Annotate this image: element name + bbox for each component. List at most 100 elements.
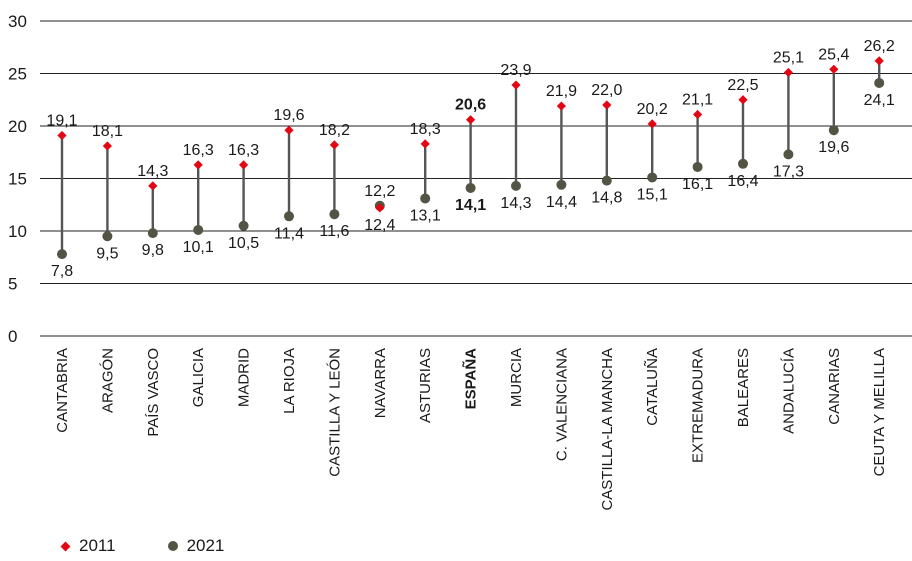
category-label-baleares: BALEARES bbox=[735, 348, 752, 427]
legend-2021-dot-icon bbox=[167, 541, 178, 551]
label-2011-arag-n: 18,1 bbox=[92, 123, 123, 140]
point-2021-murcia bbox=[511, 180, 521, 191]
point-2021-la-rioja bbox=[284, 211, 294, 222]
point-2011-catalu-a bbox=[647, 119, 657, 129]
label-2021-murcia: 14,3 bbox=[500, 195, 531, 212]
label-2011-pa-s-vasco: 14,3 bbox=[137, 163, 168, 180]
point-2021-cantabria bbox=[57, 249, 67, 260]
label-2021-asturias: 13,1 bbox=[410, 207, 441, 224]
point-2021-castilla-y-le-n bbox=[329, 209, 340, 220]
y-tick-label-20: 20 bbox=[8, 117, 27, 136]
category-label-c-valenciana: C. VALENCIANA bbox=[553, 348, 570, 461]
point-2021-madrid bbox=[238, 220, 249, 231]
label-2011-ceuta-y-melilla: 26,2 bbox=[864, 38, 895, 55]
category-label-galicia: GALICIA bbox=[190, 348, 207, 407]
label-2011-canarias: 25,4 bbox=[818, 46, 849, 63]
label-2011-madrid: 16,3 bbox=[228, 142, 259, 159]
point-2021-extremadura bbox=[692, 161, 703, 172]
category-label-espa-a: ESPAÑA bbox=[462, 348, 480, 410]
category-label-cantabria: CANTABRIA bbox=[54, 348, 71, 433]
category-label-andaluc-a: ANDALUCÍA bbox=[780, 348, 797, 434]
point-2021-pa-s-vasco bbox=[147, 228, 158, 239]
legend: 2011 2021 bbox=[60, 536, 276, 556]
point-2011-castilla-la-mancha bbox=[602, 100, 612, 110]
category-label-asturias: ASTURIAS bbox=[417, 348, 434, 423]
point-2021-andaluc-a bbox=[783, 149, 794, 160]
point-2011-asturias bbox=[420, 139, 430, 149]
point-2011-madrid bbox=[239, 160, 249, 170]
label-2021-catalu-a: 15,1 bbox=[637, 186, 668, 203]
legend-label-2021: 2021 bbox=[186, 536, 225, 555]
point-2021-c-valenciana bbox=[556, 179, 567, 190]
value-labels: 19,1 7,8 18,1 9,5 14,3 9,8 16,3 10,1 16,3 10,5 19,… bbox=[46, 38, 894, 280]
category-label-ceuta-y-melilla: CEUTA Y MELILLA bbox=[871, 348, 888, 476]
label-2011-catalu-a: 20,2 bbox=[637, 101, 668, 118]
point-2021-arag-n bbox=[102, 231, 113, 242]
category-label-la-rioja: LA RIOJA bbox=[281, 348, 298, 414]
label-2011-navarra: 12,2 bbox=[364, 183, 395, 200]
connectors bbox=[60, 60, 881, 255]
label-2021-cantabria: 7,8 bbox=[51, 263, 73, 280]
label-2021-andaluc-a: 17,3 bbox=[773, 163, 804, 180]
legend-item-2011: 2011 bbox=[60, 536, 116, 556]
point-2021-canarias bbox=[828, 125, 839, 136]
category-label-extremadura: EXTREMADURA bbox=[690, 348, 707, 463]
category-label-arag-n: ARAGÓN bbox=[99, 348, 116, 413]
point-2021-asturias bbox=[420, 193, 431, 204]
label-2021-la-rioja: 11,4 bbox=[274, 225, 304, 242]
point-2011-andaluc-a bbox=[783, 67, 793, 78]
point-2011-extremadura bbox=[693, 109, 703, 120]
label-2021-espa-a: 14,1 bbox=[455, 197, 486, 214]
point-2021-catalu-a bbox=[647, 172, 658, 183]
y-tick-label-25: 25 bbox=[8, 65, 27, 84]
label-2011-extremadura: 21,1 bbox=[682, 91, 713, 108]
y-tick-label-0: 0 bbox=[8, 327, 17, 346]
point-2011-la-rioja bbox=[284, 125, 294, 135]
category-label-canarias: CANARIAS bbox=[826, 348, 843, 425]
point-2011-murcia bbox=[511, 80, 521, 90]
y-tick-label-15: 15 bbox=[8, 170, 27, 189]
point-2011-navarra bbox=[375, 203, 385, 213]
label-2011-asturias: 18,3 bbox=[410, 121, 441, 138]
point-2021-baleares bbox=[738, 158, 748, 169]
label-2021-pa-s-vasco: 9,8 bbox=[142, 242, 164, 259]
legend-2011-diamond-icon bbox=[60, 541, 71, 551]
label-2021-madrid: 10,5 bbox=[228, 235, 259, 252]
markers bbox=[57, 56, 885, 260]
point-2011-ceuta-y-melilla bbox=[874, 56, 884, 66]
category-label-pa-s-vasco: PAÍS VASCO bbox=[145, 348, 162, 437]
y-tick-label-5: 5 bbox=[8, 275, 17, 294]
label-2011-castilla-y-le-n: 18,2 bbox=[319, 122, 350, 139]
label-2011-espa-a: 20,6 bbox=[455, 97, 486, 114]
label-2021-c-valenciana: 14,4 bbox=[546, 194, 577, 211]
point-2011-c-valenciana bbox=[556, 101, 566, 111]
point-2021-ceuta-y-melilla bbox=[874, 77, 885, 88]
y-tick-label-10: 10 bbox=[8, 222, 27, 241]
label-2011-galicia: 16,3 bbox=[183, 142, 214, 159]
label-2011-baleares: 22,5 bbox=[727, 77, 758, 94]
label-2021-ceuta-y-melilla: 24,1 bbox=[864, 92, 895, 109]
point-2021-galicia bbox=[193, 224, 204, 235]
point-2011-cantabria bbox=[57, 130, 67, 141]
label-2021-galicia: 10,1 bbox=[183, 239, 214, 256]
y-tick-label-30: 30 bbox=[8, 12, 27, 31]
point-2011-espa-a bbox=[466, 115, 476, 125]
category-label-castilla-y-le-n: CASTILLA Y LEÓN bbox=[326, 348, 343, 477]
category-label-madrid: MADRID bbox=[236, 348, 253, 407]
category-label-navarra: NAVARRA bbox=[372, 348, 389, 418]
label-2021-navarra: 12,4 bbox=[364, 217, 395, 234]
point-2021-castilla-la-mancha bbox=[601, 175, 612, 186]
point-2021-espa-a bbox=[465, 182, 476, 193]
point-2011-baleares bbox=[738, 95, 748, 105]
category-labels: CANTABRIA ARAGÓN PAÍS VASCO GALICIA MADRID LA… bbox=[54, 348, 888, 511]
label-2011-andaluc-a: 25,1 bbox=[773, 49, 804, 66]
label-2021-castilla-y-le-n: 11,6 bbox=[319, 223, 349, 240]
label-2021-extremadura: 16,1 bbox=[682, 176, 713, 193]
legend-label-2011: 2011 bbox=[79, 536, 116, 555]
label-2021-castilla-la-mancha: 14,8 bbox=[591, 190, 622, 207]
label-2011-c-valenciana: 21,9 bbox=[546, 83, 577, 100]
point-2011-galicia bbox=[193, 160, 203, 170]
category-label-castilla-la-mancha: CASTILLA-LA MANCHA bbox=[599, 348, 616, 511]
label-2011-castilla-la-mancha: 22,0 bbox=[591, 82, 622, 99]
